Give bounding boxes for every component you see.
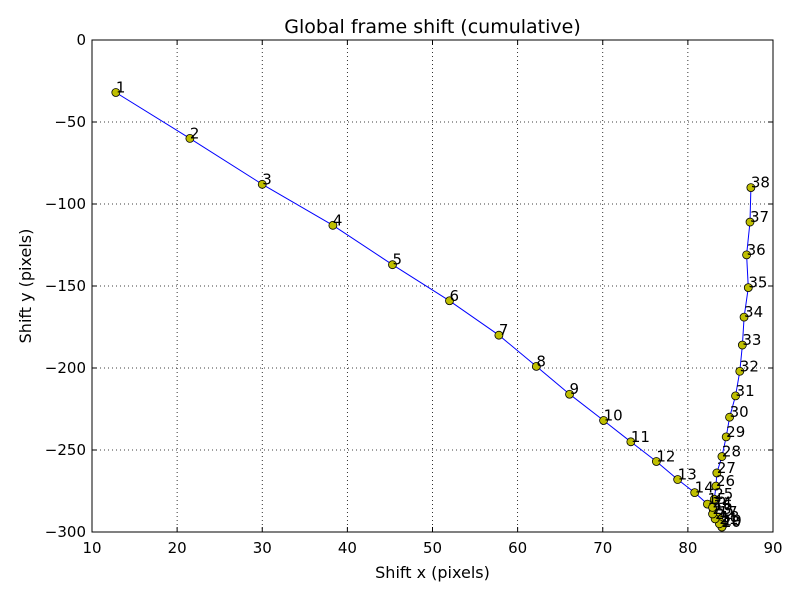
data-point-marker (711, 481, 721, 491)
data-point-marker (745, 217, 755, 227)
y-tick-label: 0 (76, 31, 86, 49)
data-point-label: 35 (748, 274, 767, 292)
data-point-marker (494, 330, 504, 340)
data-point-label: 27 (717, 459, 736, 477)
data-point-marker (717, 452, 727, 461)
data-point-label: 28 (722, 443, 741, 461)
data-point-marker (708, 502, 717, 512)
data-point-label: 15 (707, 490, 726, 508)
x-tick-label: 60 (508, 539, 527, 557)
data-point-label: 25 (714, 485, 733, 503)
data-point-marker (651, 457, 661, 466)
data-point-label: 10 (604, 406, 623, 424)
data-point-label: 6 (450, 287, 460, 305)
data-point-marker (725, 412, 734, 422)
data-point-label: 29 (726, 423, 745, 441)
y-tick-label: −300 (45, 523, 86, 541)
y-tick-label: −200 (45, 359, 86, 377)
data-point-label: 12 (656, 447, 675, 465)
data-point-label: 37 (750, 208, 769, 226)
data-point-label: 4 (333, 211, 343, 229)
y-axis-title: Shift y (pixels) (16, 229, 35, 344)
data-point-label: 33 (742, 331, 761, 349)
data-point-marker (690, 488, 700, 498)
y-tick-label: −250 (45, 441, 86, 459)
x-axis-title: Shift x (pixels) (375, 563, 490, 582)
data-point-label: 32 (740, 357, 759, 375)
data-point-marker (565, 389, 574, 399)
data-point-marker (743, 283, 753, 293)
y-tick-label: −150 (45, 277, 86, 295)
data-point-label: 14 (695, 479, 714, 497)
data-point-marker (673, 475, 683, 484)
data-point-marker (712, 468, 722, 478)
data-point-label: 23 (713, 500, 732, 518)
data-point-label: 8 (536, 352, 546, 370)
data-point-marker (731, 391, 740, 401)
data-point-label: 36 (747, 241, 766, 259)
data-point-label: 22 (715, 505, 734, 523)
data-point-marker (735, 366, 745, 376)
data-point-label: 26 (716, 472, 735, 490)
data-point-label: 16 (713, 497, 732, 515)
grid (92, 40, 773, 532)
data-point-marker (111, 88, 121, 97)
point-label-layer: 1234567891011121314151617181920212223242… (116, 78, 770, 531)
data-point-marker (328, 220, 338, 230)
data-point-label: 20 (722, 513, 741, 531)
data-point-label: 5 (392, 251, 402, 269)
data-point-label: 3 (262, 170, 272, 188)
data-point-marker (257, 179, 267, 189)
data-point-label: 38 (751, 174, 770, 192)
data-point-label: 17 (719, 503, 738, 521)
data-point-label: 31 (736, 382, 755, 400)
x-tick-label: 20 (168, 539, 187, 557)
data-point-marker (737, 340, 747, 350)
x-tick-label: 90 (763, 539, 782, 557)
y-tick-label: −50 (54, 113, 86, 131)
data-point-label: 18 (720, 508, 739, 526)
x-tick-label: 80 (678, 539, 697, 557)
data-point-marker (721, 432, 731, 442)
data-point-label: 19 (723, 511, 742, 529)
x-tick-label: 30 (253, 539, 272, 557)
data-point-label: 1 (116, 78, 126, 96)
data-point-label: 24 (713, 493, 732, 511)
data-point-marker (388, 260, 397, 270)
data-point-marker (626, 437, 636, 447)
data-point-marker (742, 250, 752, 260)
x-tick-label: 10 (82, 539, 101, 557)
data-point-label: 13 (678, 466, 697, 484)
chart-title: Global frame shift (cumulative) (284, 16, 581, 38)
data-point-label: 21 (719, 510, 738, 528)
data-point-label: 9 (570, 380, 580, 398)
data-point-label: 34 (744, 303, 763, 321)
data-point-marker (739, 312, 749, 322)
x-tick-label: 50 (423, 539, 442, 557)
x-tick-label: 70 (593, 539, 612, 557)
tick-layer: 10 20 30 40 50 60 70 80 90 0 −50 −100 −150 −200 −250 −3… (45, 31, 783, 557)
data-point-label: 11 (631, 428, 650, 446)
data-point-marker (746, 183, 756, 193)
data-point-label: 2 (190, 124, 200, 142)
data-point-marker (599, 416, 609, 425)
x-tick-label: 40 (338, 539, 357, 557)
data-point-label: 30 (730, 403, 749, 421)
marker-layer (111, 88, 756, 532)
data-point-marker (531, 361, 541, 371)
y-tick-label: −100 (45, 195, 86, 213)
data-point-marker (185, 133, 195, 143)
data-point-marker (445, 296, 454, 306)
data-point-label: 7 (499, 321, 509, 339)
data-point-marker (709, 494, 719, 504)
